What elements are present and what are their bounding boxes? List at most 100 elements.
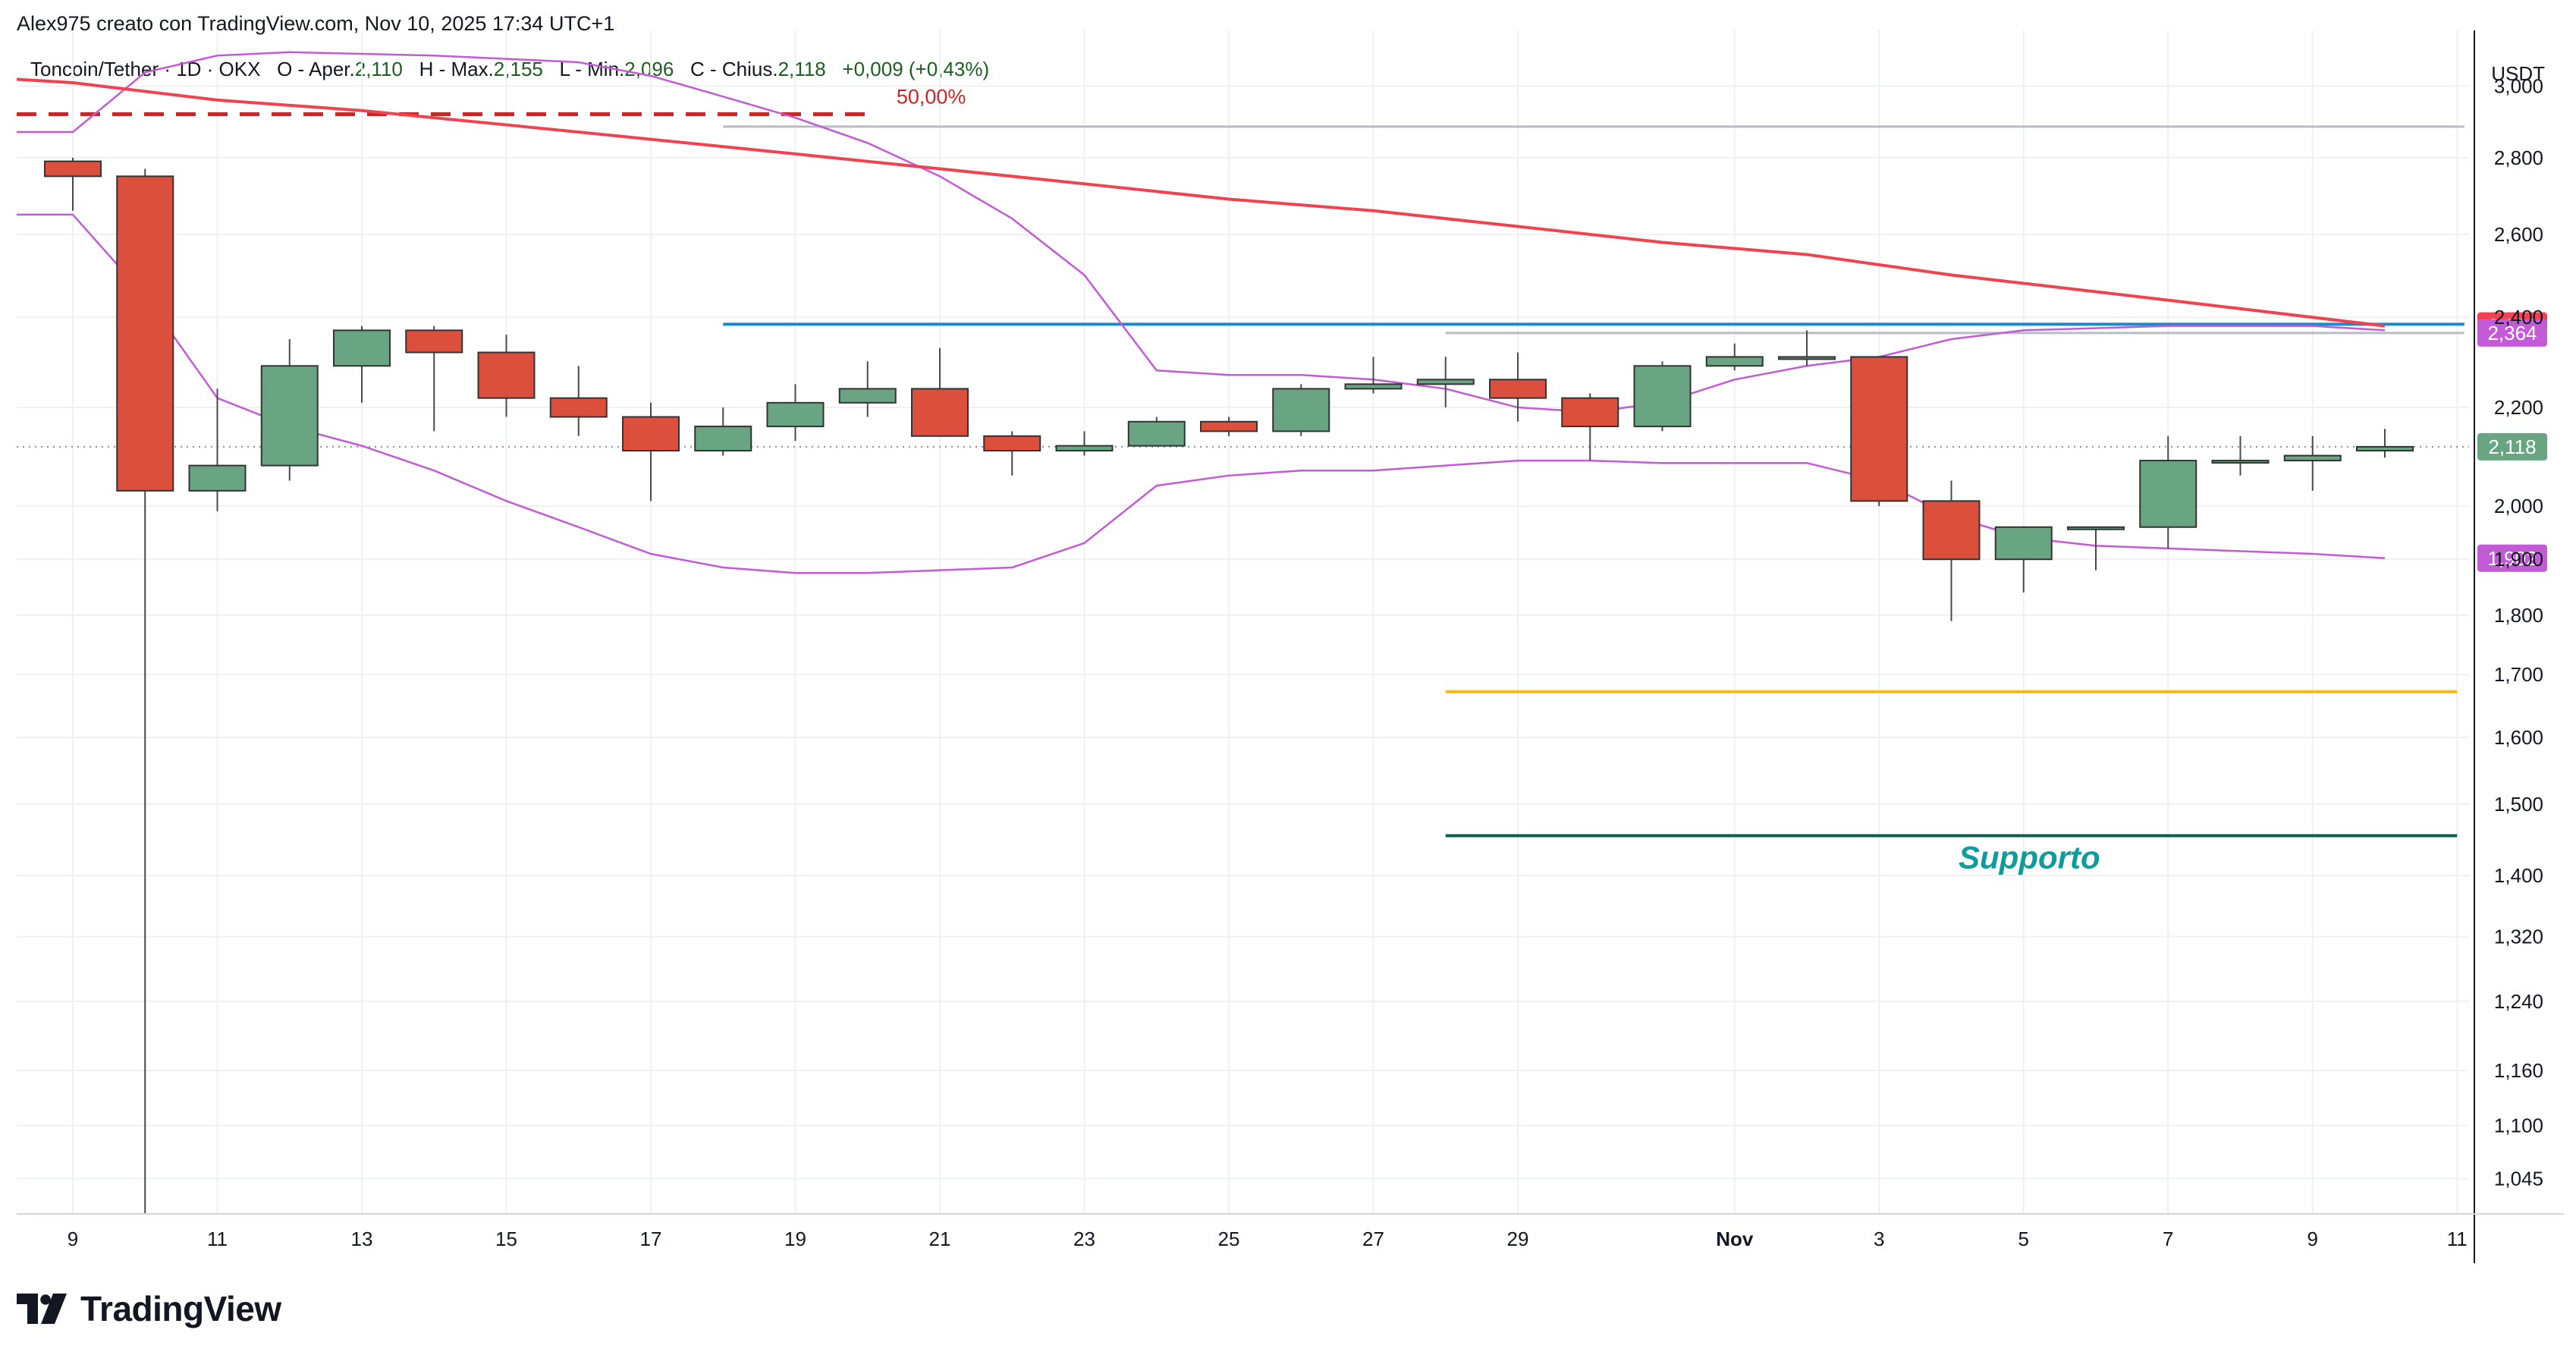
candle-body [1200,420,1258,432]
moving-average-line [16,77,2386,328]
candle-body [44,160,102,178]
candle-body [188,464,247,492]
bollinger-lower-line [17,213,2386,574]
currency-label: USDT [2491,62,2545,85]
time-tick-label: 13 [351,1228,373,1250]
price-badge-text: 2,364 [2487,322,2537,344]
candle [911,347,969,437]
candle [694,407,752,456]
price-tick-label: 2,600 [2494,223,2543,246]
time-tick-label: 3 [1874,1228,1884,1250]
open-label: O - Aper. [277,58,355,80]
price-tick-label: 2,200 [2494,396,2543,419]
candle [333,325,391,403]
candle [766,384,825,442]
candle-body [1344,383,1403,390]
candle-body [983,435,1041,452]
candle [2283,435,2342,491]
candle [1633,361,1692,432]
tradingview-logo-icon [17,1294,67,1324]
candle [1850,356,1908,507]
candle-body [2067,526,2125,530]
time-tick-label: 27 [1362,1228,1384,1250]
time-tick-label: 9 [68,1228,78,1250]
candle-body [838,388,897,404]
time-tick-label: Nov [1716,1228,1754,1250]
candle-body [1489,379,1547,399]
high-label: H - Max. [419,58,494,80]
candle-body [1127,420,1186,447]
time-tick-label: 17 [640,1228,662,1250]
candle-body [405,329,463,354]
candle [838,361,897,417]
price-badge-bg [2477,319,2547,347]
price-tick-label: 2,400 [2494,306,2543,329]
candles-layer [44,157,2414,1214]
candle [549,366,608,436]
price-tick-label: 1,240 [2494,990,2543,1013]
candle [1561,393,1619,461]
bb-upper-badge: 2,364 [2477,319,2547,347]
symbol-name[interactable]: Toncoin/Tether · 1D · OKX [30,58,261,80]
open-value: 2,110 [354,58,403,80]
candle [2356,429,2414,458]
candle [1489,352,1547,422]
candle-body [1561,397,1619,428]
price-tick-label: 1,500 [2494,793,2543,816]
candle-body [1922,500,1981,561]
bb-lower-badge: 1,902 [2477,544,2547,572]
last-price-badge: 2,118 [2477,432,2547,461]
candle-body [1633,365,1692,428]
supporto-label: Supporto [1959,839,2100,875]
price-tick-label: 1,100 [2494,1114,2543,1137]
candle [1055,431,1114,456]
brand-logo[interactable]: TradingView [17,1288,281,1329]
time-tick-label: 11 [2447,1228,2468,1250]
candle-body [2356,445,2414,452]
low-value: 2,096 [624,58,674,80]
time-tick-label: 15 [495,1228,517,1250]
candle [983,431,1041,476]
candle-body [333,329,391,367]
time-tick-label: 7 [2163,1228,2173,1250]
candle [1922,480,1981,621]
indicator-lines [16,51,2386,574]
candle-body [1778,356,1836,360]
price-badge-bg [2477,432,2547,461]
candle [1200,417,1258,436]
candle-body [1055,445,1114,452]
price-badge-bg [2477,544,2547,572]
candle [1705,343,1764,371]
price-tick-label: 2,800 [2494,146,2543,169]
candle [1272,384,1330,436]
price-tick-label: 1,700 [2494,663,2543,686]
candle [1127,417,1186,447]
candle-body [2283,454,2342,462]
candle [405,325,463,432]
candle [2211,435,2270,476]
candle-body [694,426,752,452]
candle-body [1705,356,1764,367]
candle-body [911,388,969,437]
candle [116,168,174,1214]
price-tick-label: 1,400 [2494,864,2543,887]
price-tick-label: 1,320 [2494,926,2543,948]
time-tick-label: 29 [1507,1228,1529,1250]
price-tick-label: 1,900 [2494,548,2543,571]
candle-body [1994,526,2053,561]
bollinger-upper-line [17,51,2386,413]
candle-body [622,416,680,452]
fib-level-label: 50,00% [897,85,966,108]
candle [1994,526,2053,593]
candle-body [549,397,608,418]
time-tick-label: 23 [1073,1228,1095,1250]
price-tick-label: 1,045 [2494,1167,2543,1190]
candle [622,402,680,501]
time-tick-label: 21 [929,1228,951,1250]
candle-body [2211,460,2270,464]
price-badge-text: 1,902 [2487,547,2537,570]
candle [2139,435,2197,549]
candle [260,338,319,481]
